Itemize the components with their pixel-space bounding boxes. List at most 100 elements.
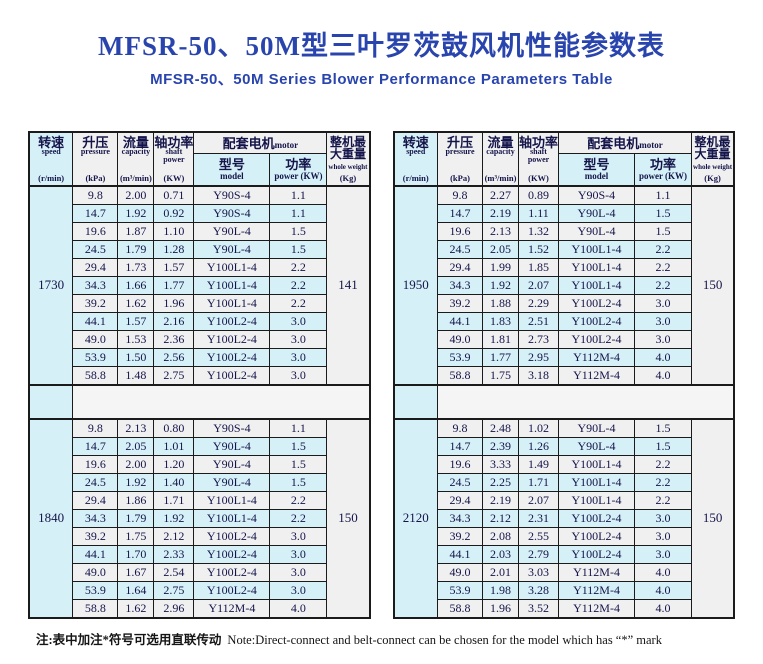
header-shaft-power-en: shaft power: [163, 147, 185, 165]
cell-shaft-power: 2.12: [153, 526, 195, 546]
page-title: MFSR-50、50M型三叶罗茨鼓风机性能参数表: [98, 31, 665, 61]
cell-shaft-power: 1.32: [517, 221, 560, 241]
cell-motor-power: 2.2: [634, 454, 693, 474]
table-row: 49.0 2.01 3.03 Y112M-4 4.0: [394, 562, 735, 582]
cell-pressure: 24.5: [72, 472, 119, 492]
cell-motor-power: 3.0: [634, 508, 693, 528]
cell-capacity: 1.81: [482, 329, 519, 349]
cell-shaft-power: 3.18: [517, 365, 560, 385]
header-power-en: power (KW): [638, 170, 688, 181]
cell-motor-power: 4.0: [634, 347, 693, 367]
header-power-cn: 功率: [285, 156, 312, 172]
cell-shaft-power: 2.54: [153, 562, 195, 582]
cell-shaft-power: 2.07: [517, 275, 560, 295]
separator-empty-cell: [437, 383, 735, 420]
table-row: 14.7 1.92 0.92 Y90S-4 1.1: [29, 203, 370, 223]
cell-shaft-power: 1.49: [517, 454, 560, 474]
cell-pressure: 14.7: [72, 203, 119, 223]
cell-shaft-power: 3.52: [517, 598, 560, 618]
header-weight: 整机最大重量 whole weight (Kg): [691, 131, 735, 187]
cell-pressure: 53.9: [72, 347, 119, 367]
table-row: 53.9 1.64 2.75 Y100L2-4 3.0: [29, 580, 370, 600]
header-capacity-labels: 流量 capacity (m³/min): [119, 134, 153, 184]
cell-motor-power: 2.2: [269, 257, 328, 277]
cell-shaft-power: 2.29: [517, 293, 560, 313]
header-power-en: power (KW): [274, 170, 323, 181]
cell-pressure: 49.0: [437, 329, 483, 349]
cell-pressure: 34.3: [72, 508, 119, 528]
cell-motor-power: 3.0: [269, 562, 328, 582]
header-shaft-power-en: shaft power: [527, 147, 550, 165]
table-row: 44.1 1.83 2.51 Y100L2-4 3.0: [394, 311, 735, 331]
cell-motor-model: Y100L2-4: [193, 562, 271, 582]
cell-capacity: 1.53: [117, 329, 155, 349]
cell-capacity: 2.00: [117, 185, 155, 205]
cell-motor-model: Y90L-4: [193, 472, 271, 492]
cell-motor-model: Y100L2-4: [558, 544, 636, 564]
table-row: 14.7 2.39 1.26 Y90L-4 1.5: [394, 436, 735, 456]
cell-shaft-power: 2.79: [517, 544, 560, 564]
cell-pressure: 19.6: [72, 221, 119, 241]
cell-pressure: 19.6: [72, 454, 119, 474]
header-shaft-power-top: 轴功率 shaft power: [154, 134, 194, 165]
cell-motor-power: 1.5: [269, 239, 328, 259]
cell-pressure: 9.8: [72, 418, 119, 438]
cell-motor-power: 3.0: [634, 311, 693, 331]
cell-shaft-power: 2.75: [153, 365, 195, 385]
cell-shaft-power: 0.71: [153, 185, 195, 205]
header-shaft-power-cn: 轴功率: [154, 134, 194, 150]
cell-shaft-power: 1.10: [153, 221, 195, 241]
cell-motor-power: 3.0: [634, 526, 693, 546]
header-row-2: 型号 model 功率 power (KW): [29, 153, 370, 187]
table-row: 19.6 3.33 1.49 Y100L1-4 2.2: [394, 454, 735, 474]
cell-motor-power: 1.5: [269, 436, 328, 456]
cell-motor-model: Y100L2-4: [193, 311, 271, 331]
header-weight-en: whole weight: [328, 163, 368, 172]
table-row: 53.9 1.50 2.56 Y100L2-4 3.0: [29, 347, 370, 367]
header-power-cn: 功率: [650, 156, 677, 172]
header-motor-cn: 配套电机: [222, 136, 275, 151]
header-speed-unit: (r/min): [402, 173, 429, 184]
header-motor-model: 型号 model: [558, 153, 636, 187]
cell-pressure: 9.8: [437, 418, 483, 438]
cell-capacity: 2.48: [482, 418, 519, 438]
header-weight-cn: 整机最大重量: [329, 134, 366, 162]
cell-shaft-power: 1.11: [517, 203, 560, 223]
cell-motor-power: 4.0: [269, 598, 328, 618]
cell-motor-model: Y100L2-4: [193, 544, 271, 564]
cell-motor-model: Y90L-4: [558, 221, 636, 241]
cell-motor-power: 2.2: [269, 508, 328, 528]
cell-motor-power: 4.0: [634, 365, 693, 385]
header-capacity-unit: (m³/min): [484, 173, 517, 184]
speed-cell: 1730: [28, 185, 74, 385]
cell-capacity: 2.25: [482, 472, 519, 492]
cell-shaft-power: 0.92: [153, 203, 195, 223]
header-row-1: 转速 speed (r/min) 升压 pressure (kPa) 流量 capacity (…: [393, 131, 735, 187]
cell-pressure: 24.5: [72, 239, 119, 259]
cell-pressure: 34.3: [437, 508, 483, 528]
table-row: 34.3 1.66 1.77 Y100L1-4 2.2: [29, 275, 370, 295]
cell-motor-model: Y100L1-4: [193, 275, 271, 295]
cell-pressure: 39.2: [72, 293, 119, 313]
table-row: 29.4 1.99 1.85 Y100L1-4 2.2: [394, 257, 735, 277]
cell-motor-model: Y100L1-4: [193, 293, 271, 313]
header-motor-en: motor: [639, 140, 663, 150]
cell-pressure: 39.2: [437, 526, 483, 546]
cell-pressure: 29.4: [72, 257, 119, 277]
header-shaft-power-unit: (KW): [528, 173, 549, 184]
header-speed-cn: 转速: [38, 134, 65, 150]
cell-pressure: 19.6: [437, 454, 483, 474]
table-row: 44.1 1.57 2.16 Y100L2-4 3.0: [29, 311, 370, 331]
cell-motor-power: 1.1: [634, 185, 693, 205]
table-row: 19.6 2.13 1.32 Y90L-4 1.5: [394, 221, 735, 241]
cell-capacity: 2.08: [482, 526, 519, 546]
separator-row: [28, 383, 370, 420]
cell-shaft-power: 1.01: [153, 436, 195, 456]
cell-motor-model: Y100L1-4: [558, 239, 636, 259]
cell-motor-power: 2.2: [634, 490, 693, 510]
table-row: 14.7 2.05 1.01 Y90L-4 1.5: [29, 436, 370, 456]
cell-motor-model: Y100L2-4: [193, 365, 271, 385]
header-capacity-en: capacity: [121, 147, 151, 157]
cell-motor-power: 1.5: [634, 203, 693, 223]
cell-pressure: 44.1: [437, 311, 483, 331]
